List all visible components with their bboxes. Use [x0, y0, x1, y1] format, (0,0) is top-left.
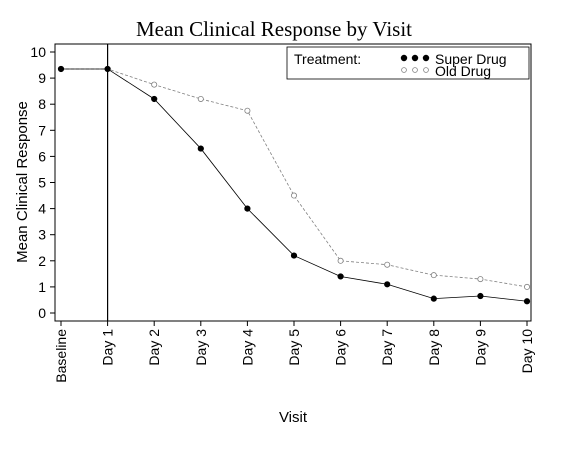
data-point-old-drug: [197, 95, 204, 102]
data-point-old-drug: [384, 261, 391, 268]
x-tick-label: Day 5: [286, 329, 302, 366]
y-tick-label: 5: [38, 175, 46, 191]
data-point-old-drug: [337, 257, 344, 264]
legend-box: [286, 46, 530, 80]
x-tick-label: Day 4: [239, 329, 255, 366]
data-point-old-drug: [524, 283, 531, 290]
data-point-old-drug: [244, 107, 251, 114]
legend-marker: [401, 67, 407, 73]
x-tick-label: Day 7: [379, 329, 395, 366]
y-tick-label: 4: [38, 201, 46, 217]
y-tick-label: 9: [38, 70, 46, 86]
y-axis-label: Mean Clinical Response: [14, 101, 31, 263]
data-point-old-drug: [477, 276, 484, 283]
legend-label: Super Drug: [435, 51, 507, 67]
legend-item-old-drug: Old Drug: [401, 63, 491, 79]
data-point-super-drug: [430, 295, 437, 302]
x-axis: Baseline Day 1 Day 2 Day 3 Day 4 Day 5 Day 6 Da…: [53, 321, 535, 383]
data-point-super-drug: [244, 205, 251, 212]
y-tick-label: 7: [38, 122, 46, 138]
x-tick-label: Day 3: [193, 329, 209, 366]
y-tick-label: 0: [38, 305, 46, 321]
y-tick-label: 6: [38, 148, 46, 164]
x-tick-label: Day 1: [100, 329, 116, 366]
data-point-super-drug: [197, 145, 204, 152]
series-line-super-drug: [61, 68, 528, 302]
x-tick-label: Day 8: [426, 329, 442, 366]
legend-marker: [400, 54, 408, 62]
x-tick-label: Day 6: [333, 329, 349, 366]
x-tick-label: Day 2: [146, 329, 162, 366]
plot-area: [54, 43, 532, 322]
data-point-super-drug: [151, 95, 158, 103]
legend-marker: [422, 54, 430, 62]
legend-title: Treatment:: [294, 51, 361, 67]
data-point-super-drug: [523, 298, 531, 305]
y-axis: 0 1 2 3 4 5 6 7 8 9 10: [30, 44, 55, 321]
data-point-old-drug: [430, 272, 437, 279]
y-tick-label: 8: [38, 96, 46, 112]
y-tick-label: 1: [38, 279, 46, 295]
data-point-super-drug: [477, 292, 484, 300]
data-point-super-drug: [57, 65, 65, 73]
legend-marker: [423, 67, 429, 73]
data-point-super-drug: [104, 65, 111, 73]
x-tick-label: Day 10: [519, 329, 535, 374]
data-point-old-drug: [151, 81, 158, 88]
data-point-old-drug: [290, 192, 297, 199]
y-tick-label: 10: [30, 44, 46, 60]
legend-marker: [412, 67, 418, 73]
legend-label: Old Drug: [435, 63, 491, 79]
series-layer: [57, 65, 531, 305]
y-tick-label: 2: [38, 253, 46, 269]
legend-item-super-drug: Super Drug: [400, 51, 507, 67]
data-point-super-drug: [337, 273, 344, 280]
x-tick-label: Day 9: [472, 329, 488, 366]
data-point-super-drug: [384, 281, 391, 288]
data-point-super-drug: [290, 252, 298, 259]
chart-title: Mean Clinical Response by Visit: [136, 17, 412, 41]
series-super-drug: [57, 65, 531, 305]
x-tick-label: Baseline: [53, 329, 69, 383]
legend-marker: [411, 54, 419, 62]
x-axis-label: Visit: [279, 409, 308, 426]
y-tick-label: 3: [38, 227, 46, 243]
